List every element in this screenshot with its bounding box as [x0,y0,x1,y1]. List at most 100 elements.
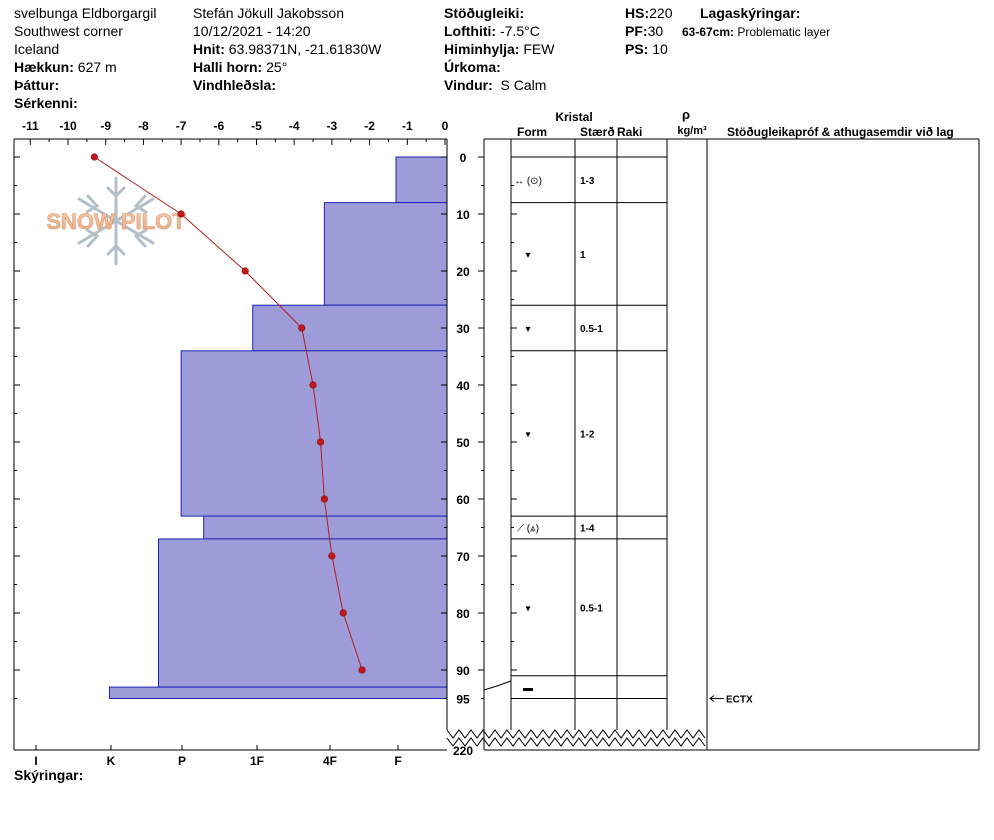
temperature-point [339,609,347,617]
hs-row: HS:220 [625,4,672,22]
ps-value: 10 [652,41,668,57]
temperature-tick-label: -5 [251,119,262,133]
density-unit-header: kg/m³ [677,125,707,137]
hardness-bar [180,350,448,517]
crystal-table [483,138,980,751]
depth-tick-label: 30 [456,322,470,336]
grain-form-symbol: ↔ (⊙) [514,176,542,187]
air-temp-label: Lofthiti: [444,23,497,39]
pf-value: 30 [647,23,664,39]
grain-form-symbol: ▬ [523,683,533,694]
wind-row: Vindur: S Calm [444,76,546,94]
hardness-tick-label: F [394,754,401,768]
layer-connector [483,680,512,691]
grain-form-symbol: ▾ [525,429,530,440]
temperature-axis: -11 -10 -9 -8 -7 -6 -5 -4 -3 -2 -1 0 [22,119,449,145]
precip-label: Úrkoma: [444,59,501,75]
temperature-point [316,438,325,446]
depth-tick-label: 40 [456,379,470,393]
depth-tick-label: 60 [456,493,470,507]
grain-size: 1-2 [580,429,595,440]
observer-name: Stefán Jökull Jakobsson [193,5,344,21]
temperature-point [358,666,366,674]
region-name: Southwest corner [14,23,123,39]
ps-label: PS: [625,41,649,57]
depth-tick-label: 20 [456,265,470,279]
temperature-point [177,210,185,218]
hardness-tick-label: I [34,754,37,768]
depth-axis: 0 10 20 30 40 50 60 70 80 90 95 220 [14,151,517,758]
temperature-point [298,324,306,332]
hardness-tick-label: 1F [250,754,264,768]
grain-size: 1-3 [580,176,595,187]
depth-tick-label: 10 [456,208,470,222]
layer-note-range: 63-67cm: [682,25,735,39]
temperature-tick-label: -4 [289,119,300,133]
hardness-bar [108,686,448,699]
test-result-label: ECTX [726,695,753,706]
temperature-line [94,156,363,671]
depth-break-line [446,729,706,739]
snowflake-icon [77,176,155,266]
temperature-point [320,495,328,503]
air-temp-row: Lofthiti: -7.5°C [444,22,540,40]
layer-note: 63-67cm: Problematic layer [682,23,830,41]
grain-size: 0.5-1 [580,603,603,614]
arrow-icon [709,695,715,702]
moisture-header: Raki [617,125,642,139]
ps-row: PS: 10 [625,40,668,58]
hardness-bar [157,538,448,688]
features-label: Sérkenni: [14,95,78,111]
stability-label: Stöðugleiki: [444,5,525,21]
hs-label: HS: [625,5,650,21]
temperature-tick-label: -10 [59,119,77,133]
legend-label: Skýringar: [14,767,84,783]
sky-value: FEW [523,41,555,57]
hardness-bar [323,202,448,306]
elevation-row: Hækkun: 627 m [14,58,117,76]
temperature-point [90,153,98,161]
grain-form-symbol: ▾ [525,603,530,614]
wind-label: Vindur: [444,77,493,93]
crystal-header: Kristal [555,110,592,124]
temperature-tick-label: -9 [100,119,111,133]
location-name: svelbunga Eldborgargil [14,5,157,21]
temperature-tick-label: -8 [138,119,149,133]
depth-break-line [446,737,706,747]
slope-label: Halli horn: [193,59,263,75]
hs-value: 220 [649,5,673,21]
depth-tick-label: 95 [456,693,470,707]
temperature-tick-label: -2 [364,119,375,133]
observation-datetime: 10/12/2021 - 14:20 [193,23,311,39]
depth-tick-label: 70 [456,550,470,564]
temperature-tick-label: 0 [442,119,449,133]
country-name: Iceland [14,41,60,57]
grain-size: 1-4 [580,524,595,535]
tests-header: Stöðugleikapróf & athugasemdir við lag [727,125,954,139]
stability-tests: ECTX [709,695,753,706]
grain-form-symbol: ⟋ (⩓) [517,524,539,535]
depth-tick-label: 220 [453,744,473,758]
temperature-point [241,267,249,275]
hardness-bar [203,515,448,540]
temperature-point [309,381,317,389]
grain-size: 0.5-1 [580,324,603,335]
depth-tick-label: 90 [456,664,470,678]
depth-tick-label: 80 [456,607,470,621]
coords-value: 63.98371N, -21.61830W [228,41,382,57]
form-header: Form [517,125,547,139]
hardness-bar [252,304,448,352]
wind-loading-label: Vindhleðsla: [193,77,276,93]
coords-label: Hnit: [193,41,225,57]
depth-break-marks [446,729,706,747]
snowpilot-watermark: SNOW PILOT [46,176,187,266]
hardness-tick-label: K [107,754,116,768]
temperature-tick-label: -3 [327,119,338,133]
temperature-tick-label: -7 [176,119,187,133]
factor-label: Þáttur: [14,77,60,93]
elevation-value: 627 m [77,59,117,75]
sky-label: Himinhylja: [444,41,520,57]
slope-row: Halli horn: 25° [193,58,287,76]
temperature-tick-label: -11 [22,119,39,133]
